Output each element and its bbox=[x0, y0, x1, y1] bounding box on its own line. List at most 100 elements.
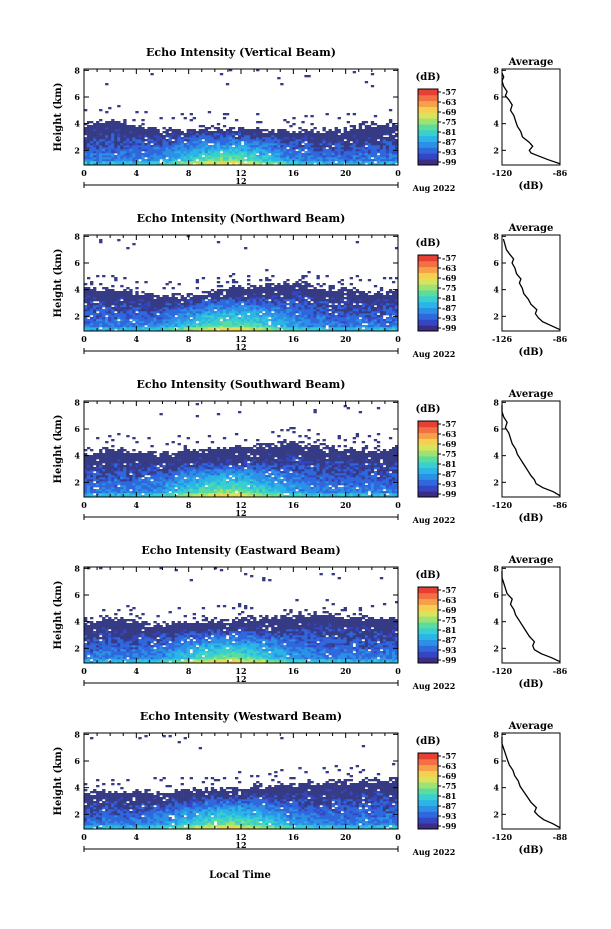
heatmap-cell bbox=[222, 329, 227, 332]
heatmap-cell bbox=[204, 151, 209, 154]
heatmap-cell bbox=[153, 467, 157, 470]
x-tick-label: 20 bbox=[340, 168, 352, 178]
heatmap-cell bbox=[162, 161, 166, 164]
heatmap-cell bbox=[253, 299, 257, 302]
heatmap-cell bbox=[192, 117, 197, 120]
heatmap-cell bbox=[87, 305, 91, 308]
heatmap-cell bbox=[138, 483, 142, 486]
heatmap-cell bbox=[373, 129, 378, 132]
heatmap-cell bbox=[253, 301, 257, 304]
heatmap-cell bbox=[96, 481, 100, 484]
heatmap-cell bbox=[228, 329, 233, 332]
heatmap-cell bbox=[247, 289, 251, 292]
heatmap-cell bbox=[189, 307, 193, 310]
heatmap-cell bbox=[156, 301, 160, 304]
heatmap-cell bbox=[84, 463, 88, 466]
heatmap-cell bbox=[135, 281, 139, 284]
heatmap-cell bbox=[102, 293, 106, 296]
heatmap-cell bbox=[316, 303, 320, 306]
heatmap-cell bbox=[138, 301, 142, 304]
heatmap-cell bbox=[234, 315, 239, 318]
heatmap-cell bbox=[189, 305, 193, 308]
heatmap-cell bbox=[271, 145, 275, 148]
heatmap-cell bbox=[388, 151, 393, 154]
heatmap-cell bbox=[265, 269, 269, 272]
heatmap-cell bbox=[271, 147, 275, 150]
heatmap-cell bbox=[207, 317, 212, 320]
heatmap-cell bbox=[198, 315, 203, 318]
heatmap-cell bbox=[192, 141, 197, 144]
heatmap-cell bbox=[319, 137, 323, 140]
heatmap-cell bbox=[159, 157, 163, 160]
heatmap-cell bbox=[231, 281, 236, 284]
heatmap-cell bbox=[358, 143, 363, 146]
heatmap-cell bbox=[241, 149, 245, 152]
heatmap-cell bbox=[292, 315, 296, 318]
heatmap-cell bbox=[156, 321, 160, 324]
heatmap-cell bbox=[346, 319, 350, 322]
heatmap-cell bbox=[340, 137, 344, 140]
heatmap-cell bbox=[358, 145, 363, 148]
heatmap-cell bbox=[262, 159, 266, 162]
heatmap-cell bbox=[268, 301, 272, 304]
heatmap-cell bbox=[90, 301, 94, 304]
heatmap-cell bbox=[286, 157, 290, 160]
heatmap-cell bbox=[301, 289, 305, 292]
heatmap-cell bbox=[147, 455, 151, 458]
heatmap-cell bbox=[280, 143, 284, 146]
heatmap-cell bbox=[262, 133, 266, 136]
heatmap-cell bbox=[168, 319, 172, 322]
noon-label: 12 bbox=[235, 342, 246, 352]
heatmap-cell bbox=[153, 485, 157, 488]
heatmap-cell bbox=[331, 157, 335, 160]
heatmap-cell bbox=[108, 313, 112, 316]
heatmap-cell bbox=[189, 155, 193, 158]
heatmap-cell bbox=[349, 295, 354, 298]
heatmap-cell bbox=[156, 303, 160, 306]
heatmap-cell bbox=[159, 163, 163, 166]
heatmap-cell bbox=[385, 155, 390, 158]
heatmap-cell bbox=[165, 489, 169, 492]
heatmap-cell bbox=[259, 139, 263, 142]
heatmap-cell bbox=[222, 163, 227, 166]
heatmap-cell bbox=[93, 161, 97, 164]
heatmap-cell bbox=[159, 453, 163, 456]
heatmap-cell bbox=[135, 147, 139, 150]
heatmap-cell bbox=[213, 313, 218, 316]
heatmap-cell bbox=[162, 297, 166, 300]
heatmap-cell bbox=[346, 151, 350, 154]
heatmap-cell bbox=[180, 147, 184, 150]
heatmap-cell bbox=[262, 307, 266, 310]
heatmap-cell bbox=[201, 315, 206, 318]
heatmap-cell bbox=[117, 459, 121, 462]
heatmap-cell bbox=[195, 279, 200, 282]
heatmap-cell bbox=[304, 133, 308, 136]
heatmap-cell bbox=[277, 299, 281, 302]
heatmap-cell bbox=[225, 133, 230, 136]
heatmap-cell bbox=[361, 161, 366, 164]
heatmap-cell bbox=[141, 455, 145, 458]
heatmap-cell bbox=[144, 481, 148, 484]
heatmap-cell bbox=[186, 293, 190, 296]
heatmap-cell bbox=[207, 307, 212, 310]
heatmap-cell bbox=[394, 325, 399, 328]
heatmap-cell bbox=[379, 305, 384, 308]
heatmap-cell bbox=[265, 317, 269, 320]
heatmap-cell bbox=[156, 469, 160, 472]
heatmap-cell bbox=[123, 477, 127, 480]
heatmap-cell bbox=[262, 301, 266, 304]
heatmap-cell bbox=[195, 143, 200, 146]
heatmap-cell bbox=[162, 469, 166, 472]
heatmap-cell bbox=[301, 275, 305, 278]
heatmap-cell bbox=[111, 315, 115, 318]
heatmap-cell bbox=[93, 469, 97, 472]
heatmap-cell bbox=[373, 299, 378, 302]
heatmap-cell bbox=[195, 287, 200, 290]
heatmap-cell bbox=[244, 327, 248, 330]
heatmap-cell bbox=[147, 135, 151, 138]
heatmap-cell bbox=[346, 133, 350, 136]
heatmap-cell bbox=[319, 159, 323, 162]
heatmap-cell bbox=[277, 295, 281, 298]
heatmap-cell bbox=[123, 455, 127, 458]
heatmap-cell bbox=[96, 461, 100, 464]
